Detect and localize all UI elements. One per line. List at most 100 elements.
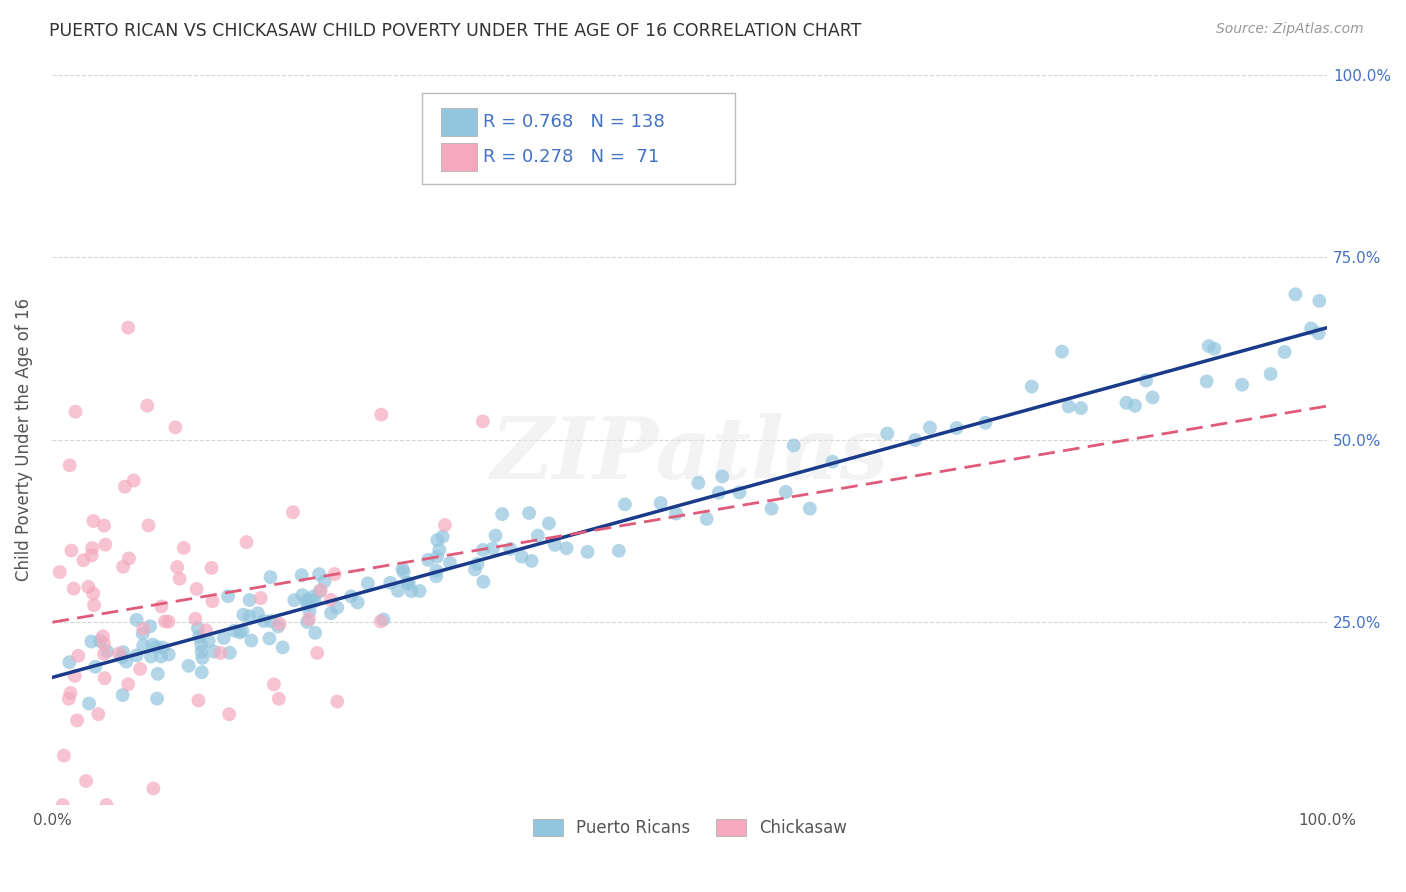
Point (209, 646, 232, 660)
Point (1115, 396, 1137, 410)
Point (93, 647, 115, 661)
Point (425, 569, 447, 583)
Point (108, 646, 131, 660)
Point (132, 622, 155, 636)
Point (194, 624, 217, 638)
FancyBboxPatch shape (441, 108, 477, 136)
Point (1021, 379, 1043, 393)
Point (1260, 367, 1282, 381)
Point (472, 574, 495, 589)
Point (782, 438, 804, 452)
Point (269, 616, 291, 631)
Point (65, 405, 87, 419)
Point (224, 624, 246, 638)
Point (132, 626, 155, 640)
Point (775, 485, 797, 500)
Point (821, 455, 844, 469)
Point (555, 541, 578, 556)
Point (439, 556, 461, 570)
Point (246, 607, 269, 621)
Point (142, 638, 165, 652)
Point (186, 582, 208, 596)
Point (122, 474, 145, 488)
Point (190, 645, 212, 659)
Point (153, 615, 176, 629)
Point (1070, 401, 1092, 415)
Point (271, 640, 294, 655)
Point (427, 542, 450, 557)
Point (319, 606, 342, 620)
Point (281, 505, 304, 519)
Point (1195, 375, 1218, 389)
Point (117, 320, 139, 334)
Point (391, 562, 413, 576)
Point (650, 496, 672, 510)
Point (370, 408, 392, 422)
Point (432, 530, 454, 544)
Point (240, 633, 263, 648)
Point (165, 420, 187, 434)
Point (93, 518, 115, 533)
Point (1308, 293, 1330, 308)
Point (217, 589, 239, 603)
Point (114, 480, 136, 494)
Point (60, 543, 83, 558)
Point (59, 458, 82, 473)
Point (319, 592, 342, 607)
Point (77, 580, 100, 594)
Point (696, 512, 718, 526)
Point (96, 644, 118, 658)
Point (62, 582, 84, 596)
Point (238, 593, 260, 607)
Point (1284, 287, 1306, 301)
Point (118, 551, 141, 566)
Point (93, 636, 115, 650)
Point (157, 648, 180, 662)
Point (426, 533, 449, 547)
Point (426, 549, 449, 564)
Point (1142, 391, 1164, 405)
Point (308, 584, 330, 599)
Point (297, 615, 319, 629)
Point (145, 640, 167, 654)
Point (169, 572, 191, 586)
Point (132, 639, 155, 653)
Point (918, 420, 941, 434)
Point (340, 590, 363, 604)
Point (510, 549, 533, 564)
Point (576, 545, 599, 559)
Point (398, 576, 420, 591)
Point (484, 528, 506, 542)
Point (761, 501, 783, 516)
Point (607, 543, 630, 558)
Point (267, 619, 290, 633)
Point (187, 693, 209, 707)
Point (93, 671, 115, 685)
Point (499, 541, 522, 556)
Point (212, 631, 235, 645)
Point (688, 475, 710, 490)
Point (1230, 377, 1253, 392)
Point (177, 658, 200, 673)
Point (253, 614, 276, 628)
Point (1123, 399, 1146, 413)
Point (326, 694, 349, 708)
Point (425, 564, 447, 578)
Point (63, 669, 86, 683)
Point (191, 651, 214, 665)
Point (1301, 321, 1323, 335)
Point (150, 599, 173, 614)
Point (67, 648, 90, 663)
Point (229, 625, 252, 640)
Point (665, 507, 688, 521)
Point (304, 625, 326, 640)
Point (283, 593, 305, 607)
Point (111, 688, 134, 702)
Point (370, 615, 392, 629)
Point (115, 655, 138, 669)
Point (471, 543, 494, 558)
Point (91, 629, 114, 643)
Point (297, 598, 319, 612)
Point (263, 677, 285, 691)
Point (387, 583, 409, 598)
